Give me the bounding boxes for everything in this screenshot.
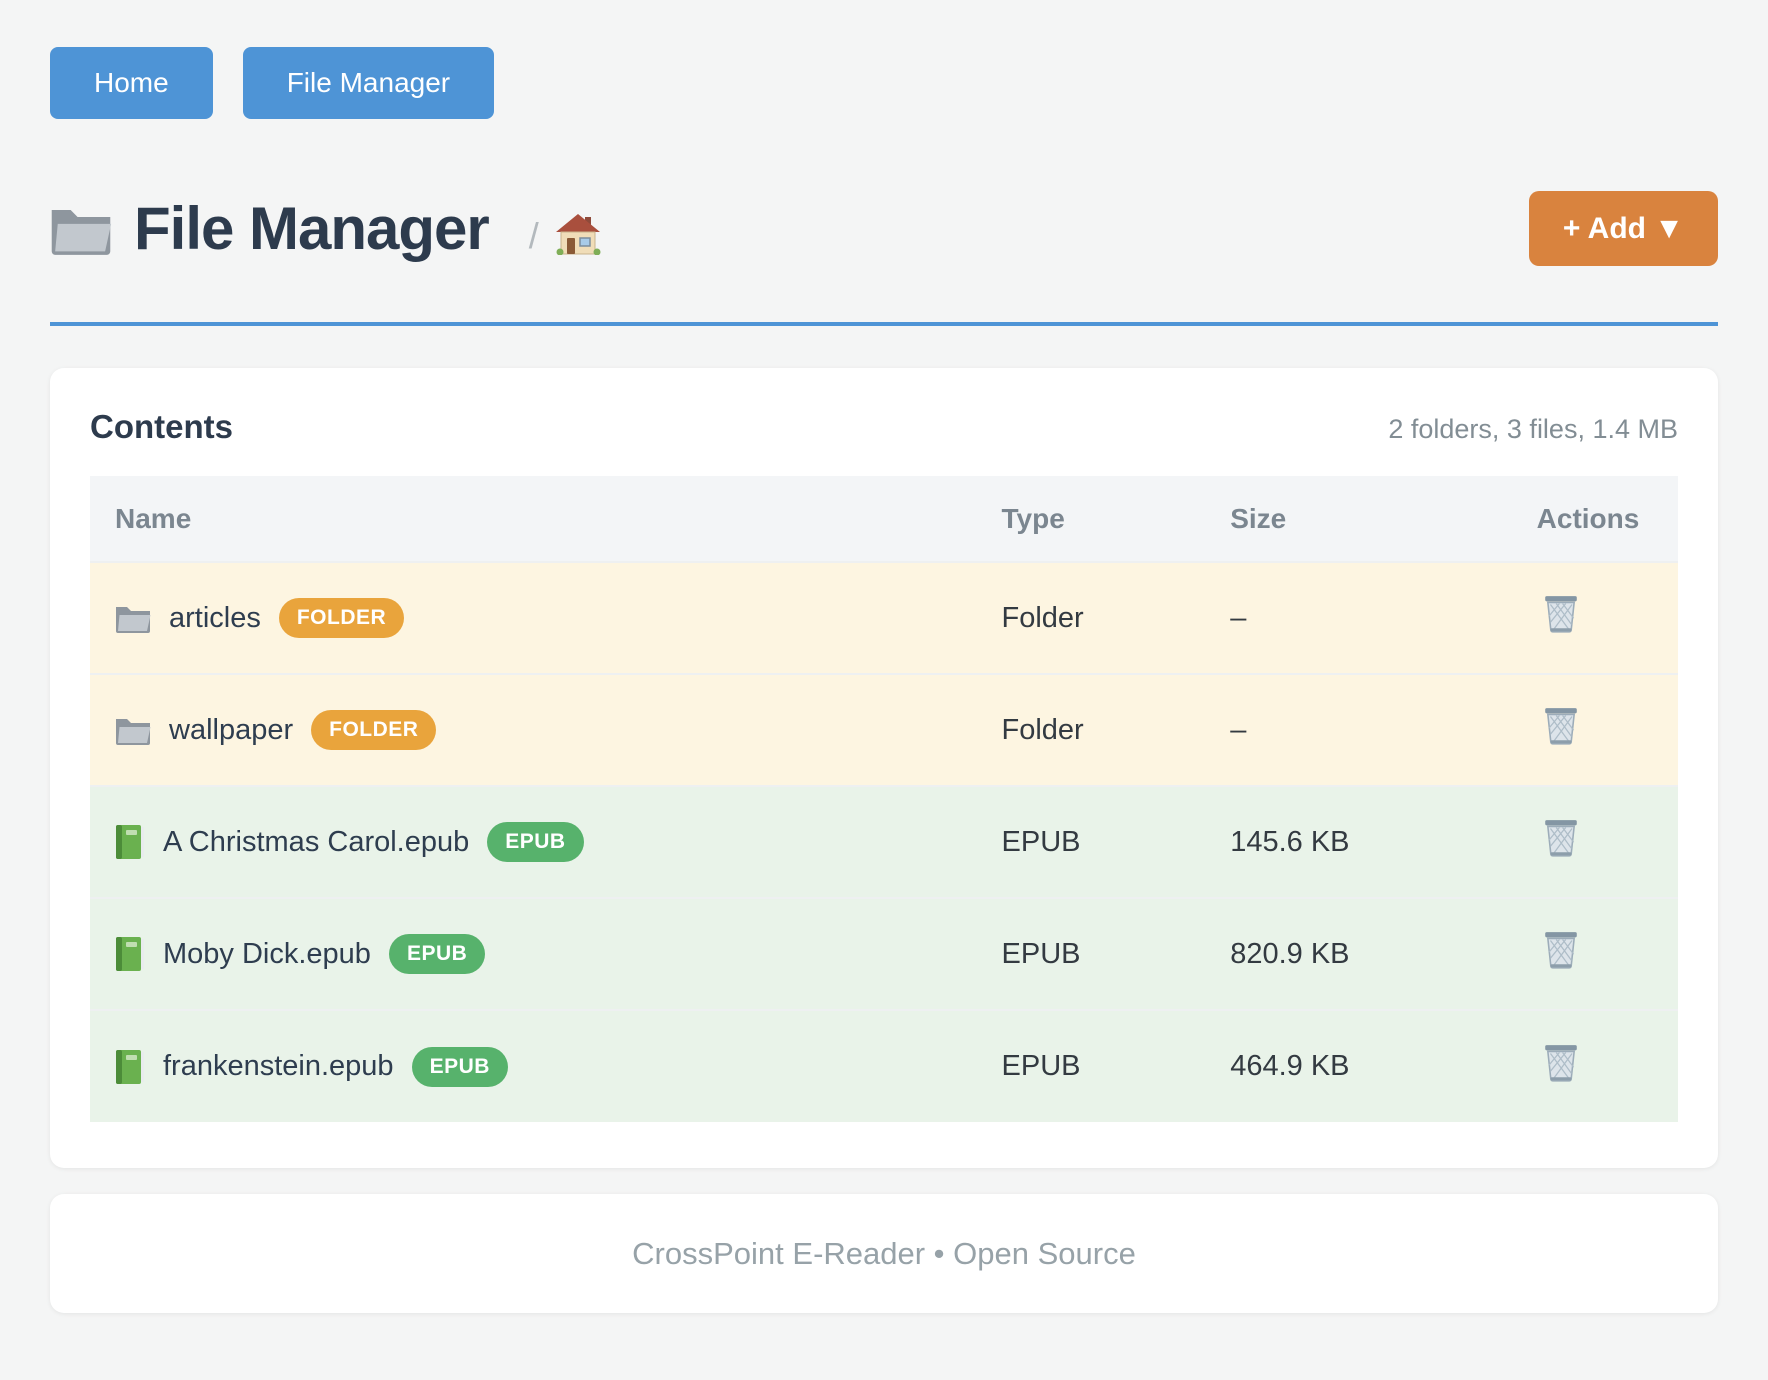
nav-home-button[interactable]: Home: [50, 47, 213, 119]
footer-card: CrossPoint E-Reader • Open Source: [50, 1194, 1718, 1313]
top-nav: Home File Manager: [50, 47, 1718, 119]
footer-text: CrossPoint E-Reader • Open Source: [632, 1235, 1136, 1271]
trash-icon: [1543, 818, 1579, 858]
type-badge: FOLDER: [278, 598, 405, 638]
house-icon[interactable]: [555, 213, 601, 255]
trash-icon: [1543, 594, 1579, 634]
file-name-link[interactable]: wallpaper: [169, 713, 294, 746]
table-row: A Christmas Carol.epub EPUB EPUB 145.6 K…: [90, 786, 1678, 898]
book-icon: [115, 1049, 145, 1085]
delete-button[interactable]: [1543, 818, 1579, 858]
file-name-link[interactable]: frankenstein.epub: [163, 1050, 394, 1082]
table-header-row: Name Type Size Actions: [90, 476, 1678, 562]
file-name-link[interactable]: A Christmas Carol.epub: [163, 825, 470, 858]
delete-button[interactable]: [1543, 1043, 1579, 1083]
type-cell: EPUB: [1001, 937, 1081, 970]
trash-icon: [1543, 930, 1579, 970]
type-cell: Folder: [1001, 601, 1084, 634]
folder-icon: [50, 203, 112, 255]
breadcrumb-separator: /: [528, 214, 539, 256]
add-button[interactable]: + Add ▼: [1528, 191, 1718, 266]
page-title: File Manager: [134, 195, 490, 262]
trash-icon: [1543, 1043, 1579, 1083]
size-cell: –: [1230, 601, 1247, 634]
table-row: articles FOLDER Folder –: [90, 562, 1678, 674]
table-row: frankenstein.epub EPUB EPUB 464.9 KB: [90, 1010, 1678, 1122]
type-cell: Folder: [1001, 713, 1084, 746]
size-cell: 145.6 KB: [1230, 825, 1350, 858]
type-badge: FOLDER: [311, 710, 437, 750]
delete-button[interactable]: [1543, 930, 1579, 970]
column-header-type: Type: [1001, 476, 1231, 562]
contents-heading: Contents: [90, 408, 233, 445]
size-cell: 820.9 KB: [1230, 937, 1350, 970]
delete-button[interactable]: [1543, 594, 1579, 634]
table-row: wallpaper FOLDER Folder –: [90, 674, 1678, 786]
column-header-name: Name: [90, 476, 1002, 562]
book-icon: [115, 936, 145, 972]
table-row: Moby Dick.epub EPUB EPUB 820.9 KB: [90, 898, 1678, 1010]
delete-button[interactable]: [1543, 706, 1579, 746]
contents-summary: 2 folders, 3 files, 1.4 MB: [1388, 414, 1678, 444]
column-header-size: Size: [1230, 476, 1537, 562]
file-table: Name Type Size Actions: [90, 476, 1678, 1122]
size-cell: –: [1230, 713, 1247, 746]
page-header: File Manager / + Add ▼: [50, 191, 1718, 266]
book-icon: [115, 824, 145, 860]
nav-file-manager-button[interactable]: File Manager: [242, 47, 495, 119]
folder-icon: [115, 603, 151, 633]
file-name-link[interactable]: Moby Dick.epub: [163, 937, 371, 970]
trash-icon: [1543, 706, 1579, 746]
type-badge: EPUB: [411, 1046, 508, 1087]
file-name-link[interactable]: articles: [169, 601, 261, 634]
contents-card: Contents 2 folders, 3 files, 1.4 MB Name…: [50, 368, 1718, 1168]
page: Home File Manager File Manager / + Add ▼: [50, 47, 1718, 1313]
type-cell: EPUB: [1001, 825, 1081, 858]
title-divider: [50, 322, 1718, 326]
folder-icon: [115, 715, 151, 745]
type-badge: EPUB: [487, 822, 584, 862]
type-cell: EPUB: [1001, 1050, 1081, 1082]
type-badge: EPUB: [388, 934, 486, 974]
size-cell: 464.9 KB: [1230, 1050, 1350, 1082]
column-header-actions: Actions: [1536, 476, 1678, 562]
